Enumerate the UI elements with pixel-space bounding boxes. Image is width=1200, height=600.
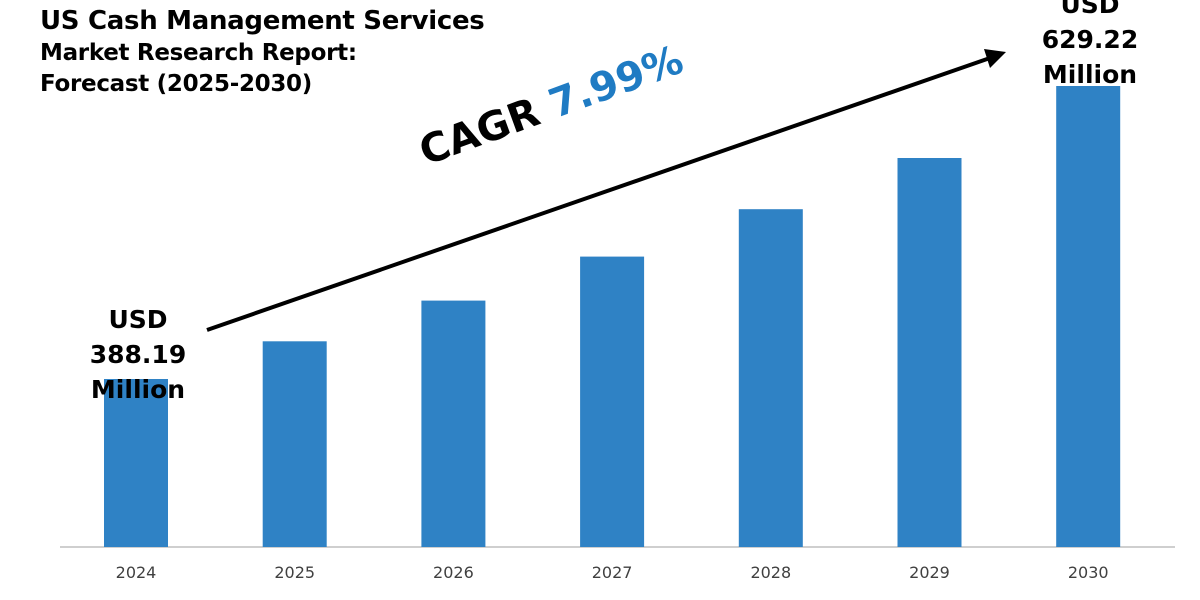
x-tick-label-2030: 2030 [1068,563,1109,582]
x-tick-label-2028: 2028 [750,563,791,582]
bar-2028 [738,209,803,547]
x-tick-label-2027: 2027 [592,563,633,582]
title-line-1: US Cash Management Services [40,6,485,36]
x-tick-labels: 2024 2025 2026 2027 2028 2029 2030 [116,563,1109,582]
title-line-3: Forecast (2025-2030) [40,71,312,97]
title-line-2: Market Research Report: [40,40,357,66]
start-value-currency: USD [108,305,168,334]
end-value-number: 629.22 [1041,25,1139,54]
end-value-currency: USD [1060,0,1120,19]
bar-2025 [262,341,327,547]
end-value-label: USD 629.22 Million [1020,0,1160,92]
trend-arrow-line [206,56,991,332]
trend-arrow [206,49,1006,332]
start-value-label: USD 388.19 Million [78,302,198,407]
chart-title: US Cash Management Services Market Resea… [40,4,485,100]
bar-2029 [897,158,962,547]
trend-arrow-head [984,49,1006,68]
x-tick-label-2025: 2025 [274,563,315,582]
x-tick-label-2024: 2024 [116,563,157,582]
bar-2027 [580,256,645,547]
start-value-unit: Million [90,375,186,404]
bars-group [104,86,1121,547]
x-tick-label-2026: 2026 [433,563,474,582]
end-value-unit: Million [1042,60,1138,89]
start-value-number: 388.19 [89,340,187,369]
x-tick-label-2029: 2029 [909,563,950,582]
bar-2026 [421,300,486,547]
bar-2024 [104,379,168,547]
bar-2030 [1056,86,1121,547]
